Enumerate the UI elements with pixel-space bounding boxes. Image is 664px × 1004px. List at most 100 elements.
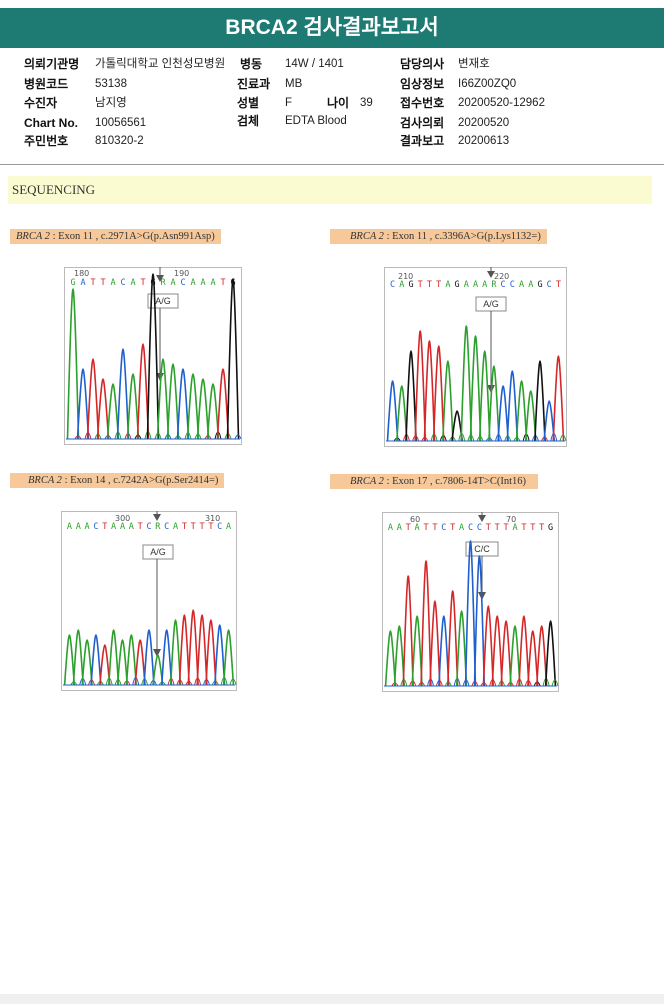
base-letter: A [120,522,125,532]
trace-peak [186,373,200,440]
position-label-left: 300 [115,514,130,523]
id-label: 주민번호 [24,134,69,148]
request-value: 20200520 [458,117,510,129]
arrow-head [156,373,164,381]
trace-peak [429,600,441,687]
base-letter: C [501,280,506,290]
trace-peak [206,383,220,440]
trace-peak [384,630,397,687]
trace-peak [544,620,557,687]
base-letter: T [200,522,205,532]
header-divider [0,164,664,165]
base-letter: A [464,280,469,290]
base-letter: A [528,280,533,290]
sequencing-panel-1: BRCA 2 : Exon 11 , c.2971A>G(p.Asn991Asp… [10,229,310,459]
base-letter: C [93,522,98,532]
arrow-top-head [478,515,486,522]
sequencing-panel-2: BRCA 2 : Exon 11 , c.3396A>G(p.Lys1132=)… [330,229,630,459]
trace-peak [506,370,519,442]
variant-description: : Exon 17 , c.7806-14T>C(Int16) [383,476,527,487]
trace-peak [143,629,155,686]
base-letter: T [436,280,441,290]
ward-value: 14W / 1401 [285,58,344,70]
trace-peak [464,540,477,687]
trace-peak [86,358,100,440]
base-letter: C [441,523,446,533]
base-letter: T [100,278,105,288]
base-letter: A [85,522,90,532]
genotype-call: C/C [474,544,490,554]
trace-peak [134,639,146,686]
id-value: 810320-2 [95,135,144,147]
base-letter: A [473,280,478,290]
trace-peak [497,385,509,442]
examinee-label: 수진자 [24,96,58,110]
base-letter: T [90,278,95,288]
base-letter: A [67,522,72,532]
base-letter: R [491,280,497,290]
trace-peak [402,575,414,687]
trace-noise [559,434,567,442]
trace-peak [447,590,459,687]
base-letter: A [130,278,135,288]
base-letter: A [482,280,487,290]
sequencing-panel-4: BRCA 2 : Exon 17 , c.7806-14T>C(Int16) 6… [330,474,630,704]
base-letter: A [110,278,115,288]
hospital-code-value: 53138 [95,78,127,90]
hospital-code-label: 병원코드 [24,77,69,91]
doctor-value: 변재호 [458,58,490,70]
base-letter: A [512,523,517,533]
position-label-right: 220 [494,272,509,281]
result-value: 20200613 [458,135,510,147]
trace-peaks [66,273,242,440]
trace-peak [136,343,150,440]
trace-peak [216,368,230,440]
trace-peak [482,605,494,687]
trace-peak [405,350,417,442]
trace-peak [420,560,432,687]
trace-peak [500,620,512,687]
age-label: 나이 [327,96,350,110]
trace-peak [534,360,546,442]
base-letter: A [445,280,450,290]
trace-peak [214,624,226,686]
institution-label: 의뢰기관명 [24,57,80,71]
gene-name: BRCA 2 [16,231,50,242]
base-letter: T [530,523,535,533]
trace-peak [411,615,423,687]
trace-peak [460,325,473,442]
section-header: SEQUENCING [8,176,652,204]
institution-value: 가톨릭대학교 인천성모병원 [95,58,226,70]
trace-peak [108,629,120,686]
trace-peak [536,625,548,687]
base-letter: T [423,523,428,533]
base-letter: T [486,523,491,533]
trace-peak [76,368,90,440]
doctor-label: 담당의사 [400,57,445,71]
base-letter: C [164,522,169,532]
trace-peaks [384,540,559,687]
variant-caption: BRCA 2 : Exon 11 , c.3396A>G(p.Lys1132=) [330,229,547,244]
base-letter: T [427,280,432,290]
sex-value: F [285,97,293,109]
patient-info: 의뢰기관명 가톨릭대학교 인천성모병원 병동 14W / 1401 담당의사 변… [0,50,664,162]
gene-name: BRCA 2 [350,476,384,487]
trace-peak [99,644,111,686]
chart-label: Chart No. [24,116,78,130]
base-letter: R [160,278,166,288]
position-label-right: 310 [205,514,220,523]
base-letter: T [191,522,196,532]
specimen-value: EDTA Blood [285,115,347,127]
chromatogram-frame [382,512,559,692]
trace-peak [423,340,436,442]
dept-value: MB [285,78,303,90]
request-label: 검사의뢰 [400,116,445,130]
base-letter: A [399,280,404,290]
base-letter: A [129,522,134,532]
trace-peak [478,350,491,442]
trace-peak [96,378,110,440]
call-box [147,293,179,309]
